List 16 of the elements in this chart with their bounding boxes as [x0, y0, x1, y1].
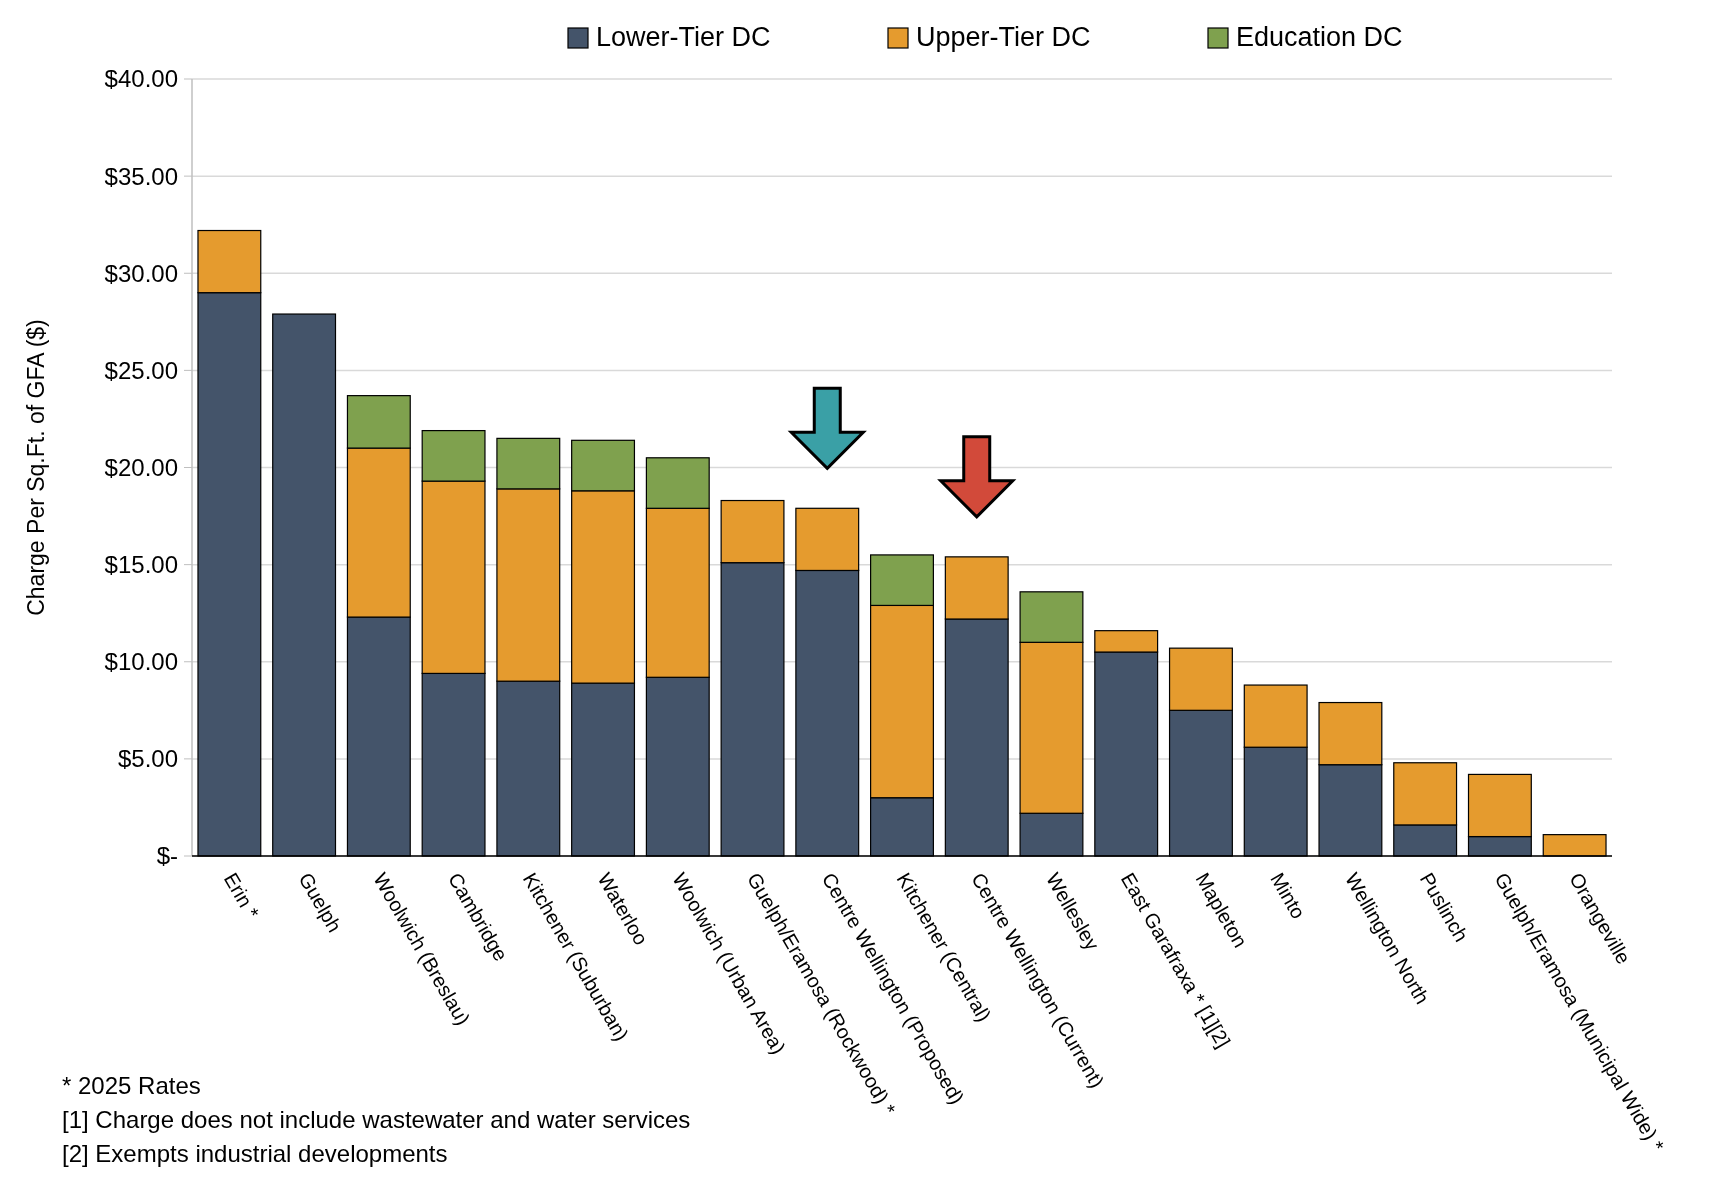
text: [1] Charge does not include wastewater and water services — [62, 1106, 691, 1133]
legend-label: Education DC — [1236, 22, 1403, 52]
y-tick-label: $10.00 — [104, 648, 178, 676]
y-tick-label: $25.00 — [104, 356, 178, 384]
legend-label: Upper-Tier DC — [916, 22, 1091, 52]
y-axis-title: Charge Per Sq.Ft. of GFA ($) — [23, 319, 49, 616]
text: * 2025 Rates — [62, 1072, 201, 1099]
y-tick-label: $20.00 — [104, 453, 178, 481]
y-tick-label: $5.00 — [117, 745, 178, 773]
y-tick-label: $30.00 — [104, 259, 178, 287]
legend-label: Lower-Tier DC — [596, 22, 771, 52]
y-tick-label: $40.00 — [104, 65, 178, 93]
text: [2] Exempts industrial developments — [62, 1140, 448, 1167]
y-tick-label: $- — [156, 842, 178, 870]
y-tick-label: $35.00 — [104, 162, 178, 190]
y-tick-label: $15.00 — [104, 551, 178, 579]
